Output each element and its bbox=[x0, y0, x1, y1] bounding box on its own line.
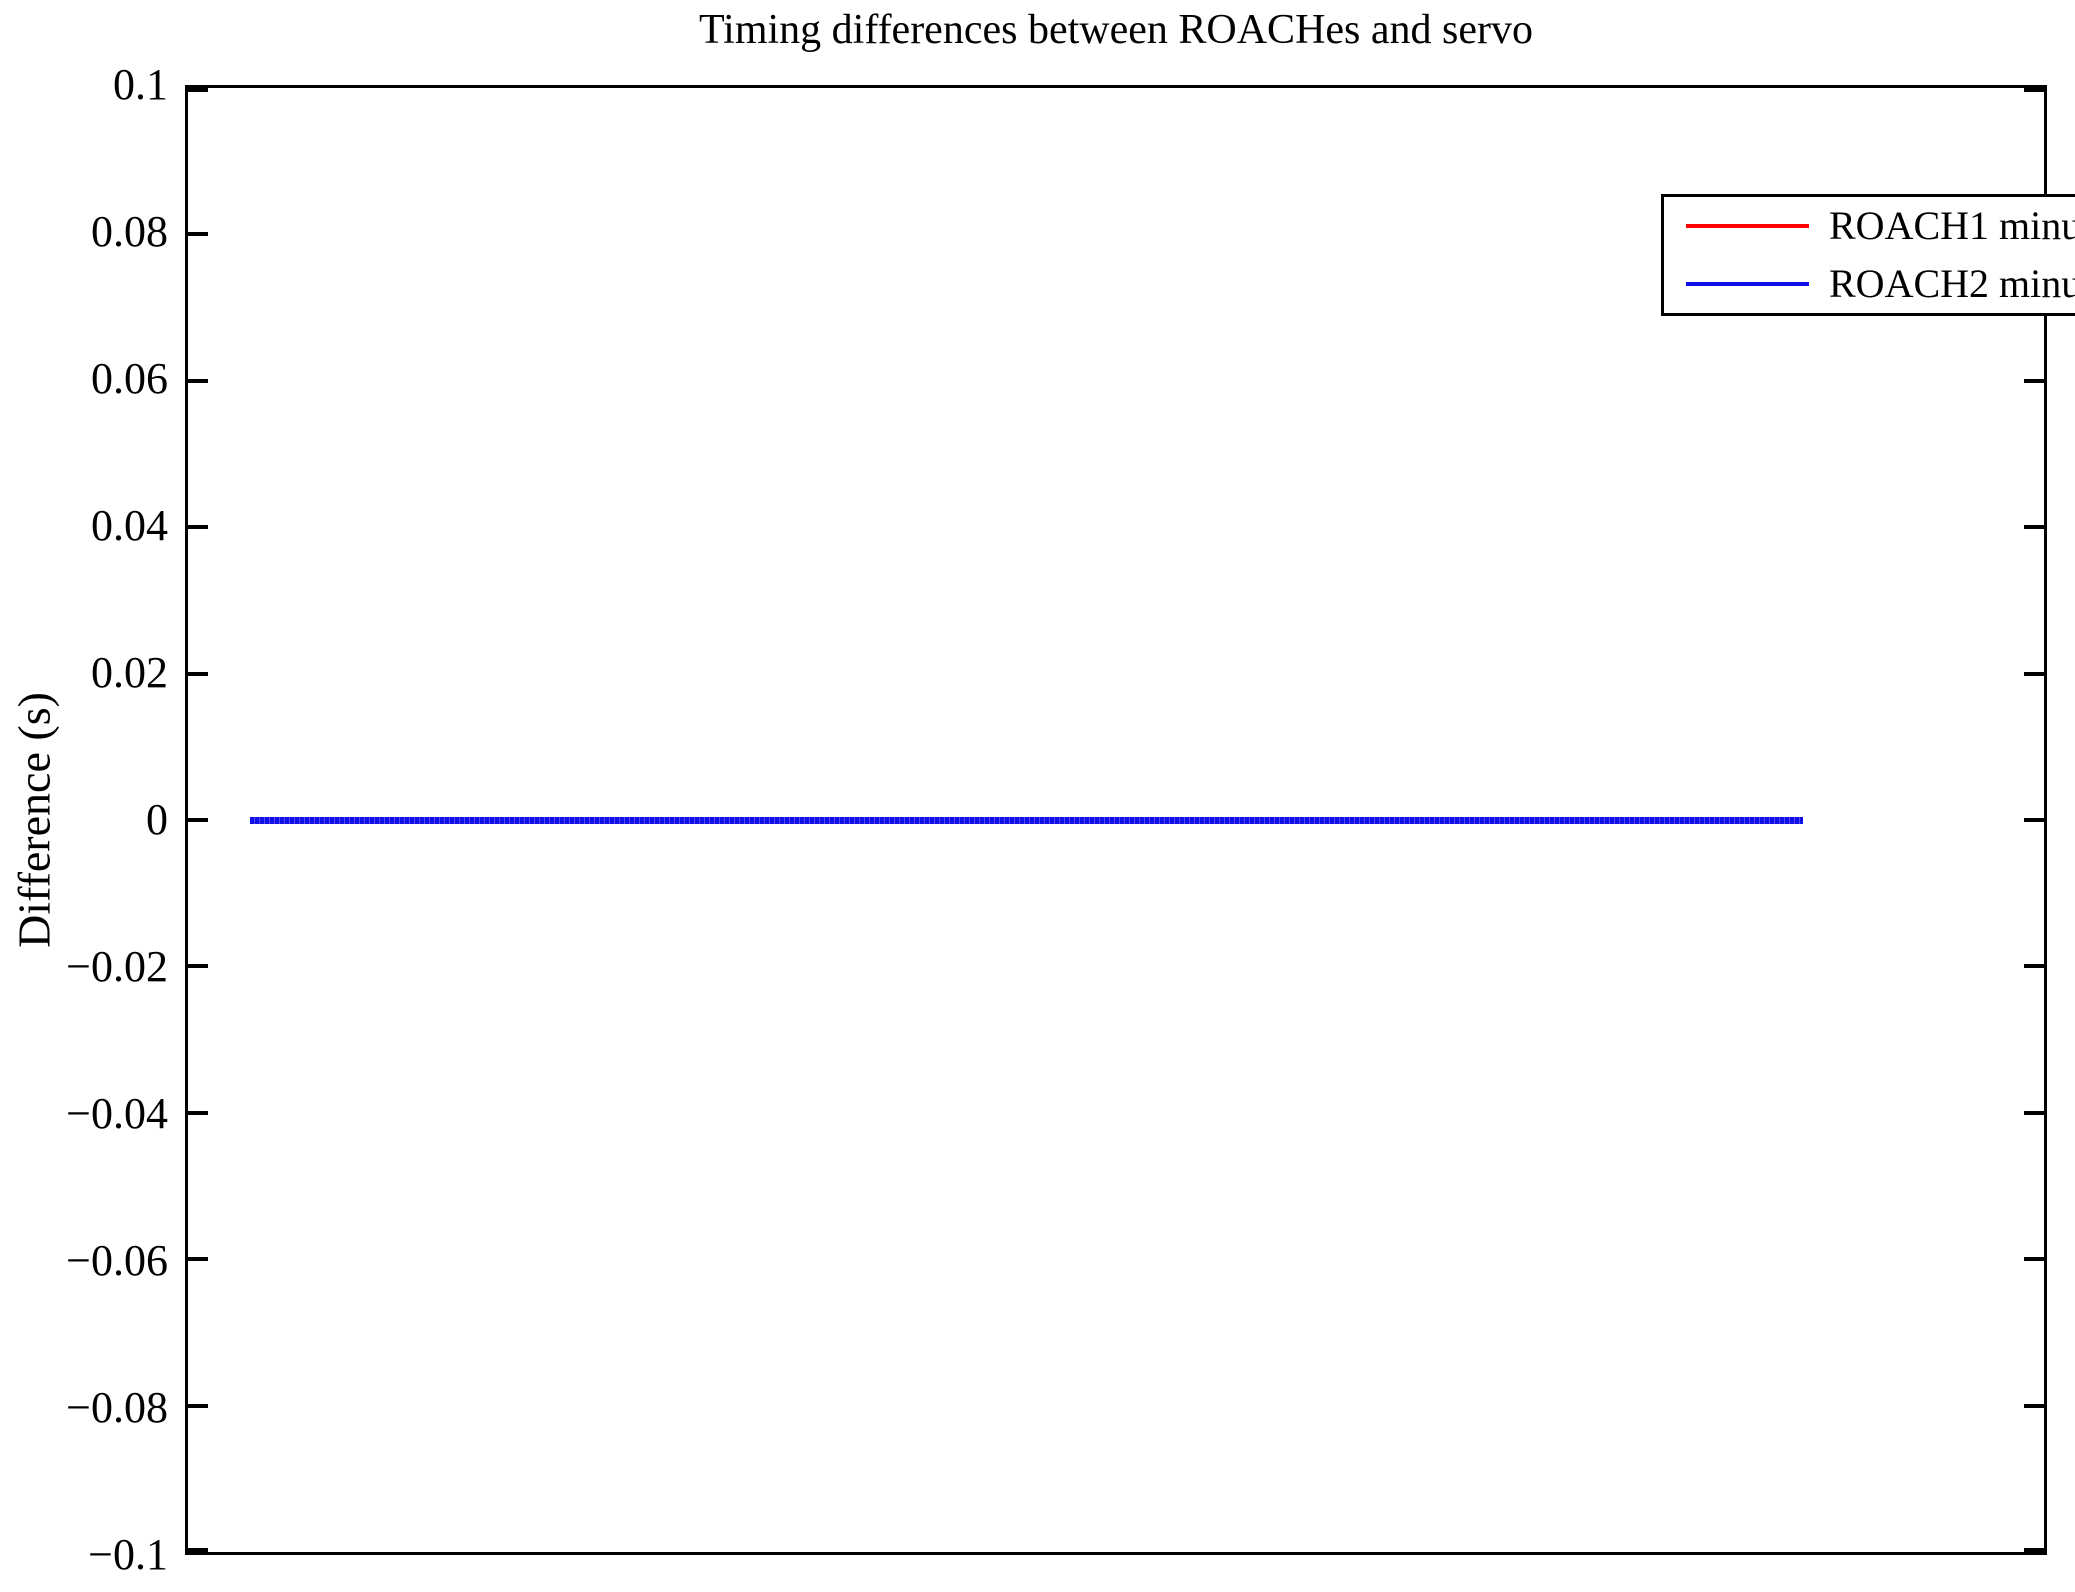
y-tick-mark bbox=[2024, 1403, 2044, 1408]
y-tick-mark bbox=[188, 1548, 208, 1552]
y-tick-mark bbox=[188, 964, 208, 969]
y-tick-mark bbox=[188, 818, 208, 822]
y-tick-mark bbox=[2024, 818, 2044, 822]
y-tick-mark bbox=[188, 1403, 208, 1408]
chart-title: Timing differences between ROACHes and s… bbox=[698, 7, 1533, 53]
ytick-label: −0.02 bbox=[66, 942, 168, 991]
y-tick-mark bbox=[2024, 1110, 2044, 1115]
ytick-label: −0.04 bbox=[66, 1089, 168, 1138]
ytick-label: −0.06 bbox=[66, 1236, 168, 1285]
legend-label: ROACH2 minus servo bbox=[1829, 261, 2075, 306]
y-tick-mark bbox=[188, 88, 208, 92]
ytick-label: 0.1 bbox=[113, 60, 168, 109]
y-tick-mark bbox=[188, 1257, 208, 1262]
y-tick-mark bbox=[2024, 1548, 2044, 1552]
ytick-label: 0.06 bbox=[91, 354, 168, 403]
plot-area: ROACH1 minus servo ROACH2 minus servo bbox=[185, 85, 2075, 1555]
legend-label: ROACH1 minus servo bbox=[1829, 203, 2075, 248]
y-tick-mark bbox=[2024, 964, 2044, 969]
y-tick-mark bbox=[2024, 378, 2044, 383]
ytick-label: −0.08 bbox=[66, 1383, 168, 1432]
y-tick-mark bbox=[2024, 525, 2044, 530]
y-tick-mark bbox=[188, 525, 208, 530]
ytick-label: 0.02 bbox=[91, 648, 168, 697]
roach1-legend-line-sample bbox=[1686, 224, 1809, 228]
ytick-label: 0 bbox=[146, 795, 168, 844]
legend-entry-roach1: ROACH1 minus servo bbox=[1664, 204, 2075, 248]
legend: ROACH1 minus servo ROACH2 minus servo bbox=[1661, 194, 2075, 316]
y-tick-mark bbox=[2024, 88, 2044, 92]
y-tick-mark bbox=[2024, 1257, 2044, 1262]
y-tick-mark bbox=[188, 671, 208, 676]
legend-entry-roach2: ROACH2 minus servo bbox=[1664, 262, 2075, 306]
y-tick-mark bbox=[188, 232, 208, 237]
roach2-minus-servo-line bbox=[250, 817, 1803, 824]
ytick-label: 0.04 bbox=[91, 501, 168, 550]
y-tick-mark bbox=[188, 378, 208, 383]
ytick-label: −0.1 bbox=[88, 1530, 168, 1579]
y-tick-mark bbox=[2024, 671, 2044, 676]
ytick-label: 0.08 bbox=[91, 207, 168, 256]
roach2-legend-line-sample bbox=[1686, 282, 1809, 286]
y-tick-mark bbox=[188, 1110, 208, 1115]
